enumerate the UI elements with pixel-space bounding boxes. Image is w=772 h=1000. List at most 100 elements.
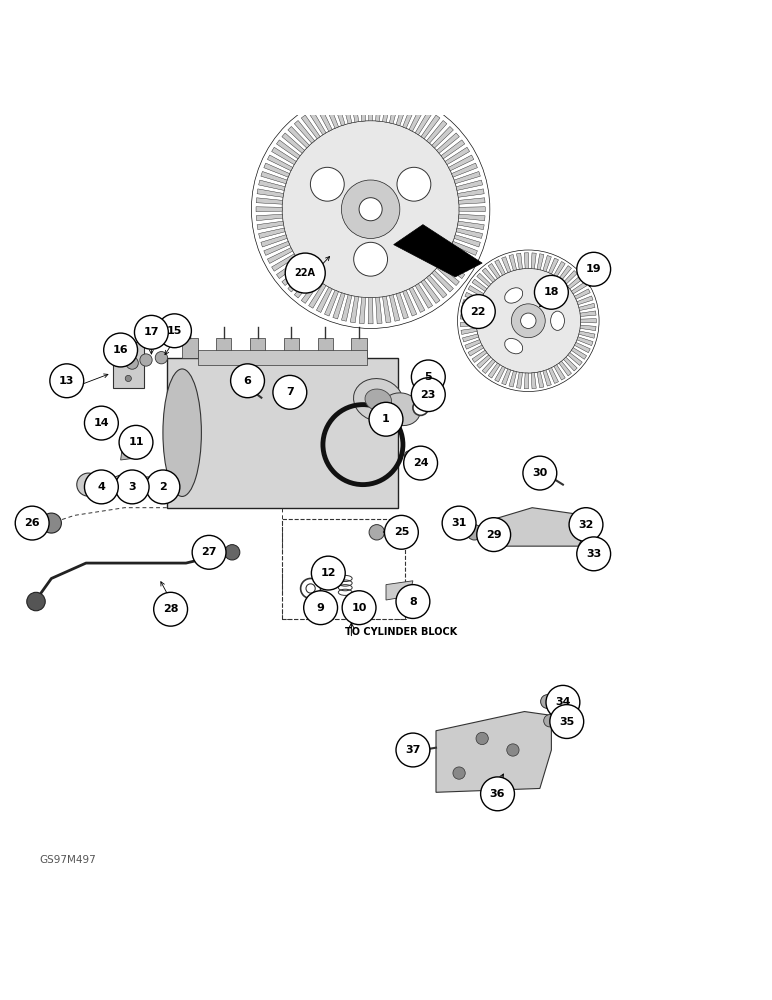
Polygon shape [543, 370, 551, 386]
Polygon shape [301, 115, 320, 139]
Polygon shape [495, 366, 506, 382]
Polygon shape [441, 260, 465, 279]
Polygon shape [549, 258, 558, 274]
Text: 9: 9 [317, 603, 324, 613]
Polygon shape [386, 581, 413, 600]
Circle shape [282, 121, 459, 298]
Polygon shape [409, 106, 425, 131]
Circle shape [411, 378, 445, 412]
Text: TO CYLINDER BLOCK: TO CYLINDER BLOCK [345, 627, 458, 637]
Circle shape [284, 392, 300, 408]
Polygon shape [267, 155, 293, 171]
Text: 25: 25 [394, 527, 409, 537]
Polygon shape [341, 97, 352, 124]
Circle shape [550, 705, 584, 738]
Circle shape [467, 525, 482, 540]
Polygon shape [516, 372, 523, 388]
Circle shape [476, 268, 581, 373]
Circle shape [225, 545, 240, 560]
Polygon shape [261, 171, 287, 184]
Circle shape [50, 364, 83, 398]
Polygon shape [436, 712, 551, 792]
Text: 35: 35 [559, 717, 574, 727]
Circle shape [477, 518, 510, 552]
Polygon shape [567, 353, 582, 365]
Polygon shape [437, 133, 459, 153]
Polygon shape [261, 235, 287, 247]
Polygon shape [324, 102, 339, 128]
Polygon shape [452, 241, 477, 255]
Text: 2: 2 [159, 482, 167, 492]
Circle shape [125, 360, 131, 366]
Polygon shape [383, 96, 391, 122]
Circle shape [111, 475, 130, 494]
Polygon shape [309, 110, 326, 135]
Polygon shape [482, 359, 496, 374]
Polygon shape [459, 198, 485, 204]
Polygon shape [396, 99, 408, 126]
Polygon shape [359, 297, 366, 324]
Circle shape [442, 506, 476, 540]
Polygon shape [276, 260, 300, 279]
FancyBboxPatch shape [351, 338, 367, 358]
Text: 6: 6 [244, 376, 252, 386]
Polygon shape [294, 120, 315, 143]
Polygon shape [459, 207, 486, 212]
Text: 23: 23 [421, 390, 436, 400]
Circle shape [577, 537, 611, 571]
Circle shape [115, 470, 149, 504]
Ellipse shape [382, 393, 421, 426]
Polygon shape [502, 257, 511, 273]
Polygon shape [462, 300, 479, 308]
Polygon shape [579, 303, 595, 311]
Polygon shape [396, 293, 408, 319]
Circle shape [310, 167, 344, 201]
Polygon shape [454, 171, 480, 184]
Polygon shape [259, 228, 285, 238]
Ellipse shape [354, 379, 403, 421]
Polygon shape [488, 363, 500, 378]
Polygon shape [282, 133, 305, 153]
Polygon shape [462, 334, 479, 342]
Polygon shape [509, 371, 516, 387]
Text: 7: 7 [286, 387, 293, 397]
Text: 11: 11 [128, 437, 144, 447]
Polygon shape [580, 325, 596, 331]
Polygon shape [567, 276, 582, 289]
Polygon shape [482, 268, 496, 282]
Circle shape [369, 525, 384, 540]
Polygon shape [409, 287, 425, 312]
Polygon shape [272, 147, 296, 165]
Circle shape [453, 767, 466, 779]
Polygon shape [341, 295, 352, 321]
Circle shape [231, 364, 265, 398]
Circle shape [413, 400, 428, 415]
FancyBboxPatch shape [113, 342, 144, 388]
Circle shape [76, 473, 100, 496]
Polygon shape [350, 96, 359, 122]
Circle shape [126, 357, 138, 369]
Polygon shape [264, 241, 290, 255]
FancyBboxPatch shape [182, 338, 198, 358]
Polygon shape [415, 284, 432, 308]
Polygon shape [488, 263, 500, 279]
Circle shape [311, 556, 345, 590]
Polygon shape [256, 214, 283, 221]
Polygon shape [537, 372, 544, 388]
Circle shape [411, 360, 445, 394]
Polygon shape [441, 140, 465, 159]
Text: 28: 28 [163, 604, 178, 614]
Text: 31: 31 [452, 518, 467, 528]
Polygon shape [259, 180, 285, 190]
Polygon shape [317, 287, 332, 312]
Polygon shape [458, 189, 484, 197]
Circle shape [511, 304, 545, 338]
Polygon shape [459, 214, 485, 221]
Polygon shape [276, 140, 300, 159]
Circle shape [154, 592, 188, 626]
Text: 22A: 22A [295, 268, 316, 278]
FancyBboxPatch shape [92, 412, 109, 425]
Text: 22: 22 [471, 307, 486, 317]
Polygon shape [495, 260, 506, 275]
Circle shape [546, 685, 580, 719]
